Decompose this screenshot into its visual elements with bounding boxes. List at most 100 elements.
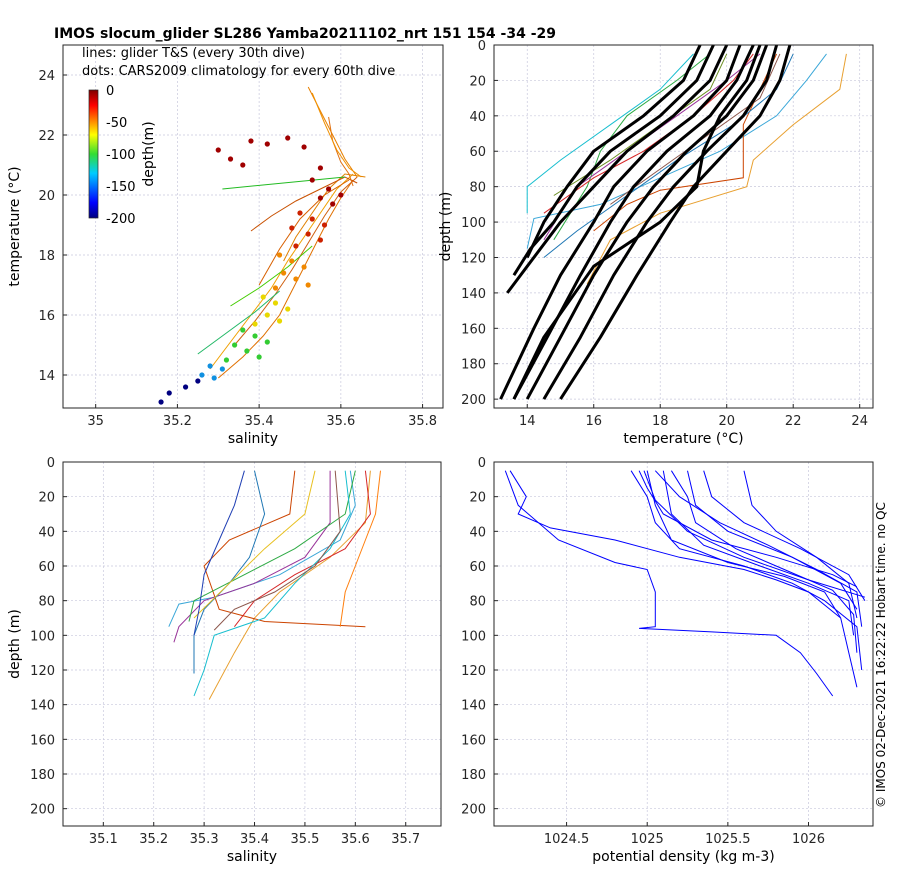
y-tick-label: 180 (461, 768, 486, 783)
climatology-dot (195, 378, 201, 384)
y-tick-label: 40 (469, 525, 486, 540)
colorbar-tick-label: -50 (106, 116, 127, 131)
y-tick-label: 160 (30, 733, 55, 748)
y-tick-label: 160 (461, 733, 486, 748)
climatology-dot (158, 399, 164, 405)
colorbar-label: depth(m) (141, 121, 157, 186)
climatology-dot (293, 276, 299, 282)
x-tick-label: 35.6 (341, 832, 370, 847)
y-tick-label: 100 (30, 629, 55, 644)
x-tick-label: 18 (652, 414, 669, 429)
y-tick-label: 180 (30, 768, 55, 783)
climatology-dot (272, 300, 279, 306)
glider-temp-line (553, 53, 711, 241)
climatology-temp-line (559, 44, 792, 400)
x-tick-label: 16 (585, 414, 602, 429)
ts-line-series (222, 176, 345, 190)
climatology-temp-line (512, 44, 715, 276)
climatology-temp-line (512, 44, 762, 400)
density-line (670, 470, 858, 653)
climatology-dot (227, 156, 234, 162)
colorbar-tick-label: -100 (106, 148, 136, 163)
y-tick-label: 14 (38, 369, 55, 384)
y-tick-label: 80 (469, 181, 486, 196)
climatology-dot (317, 237, 324, 243)
climatology-dot (289, 258, 295, 264)
climatology-dot (252, 321, 258, 327)
y-tick-label: 24 (38, 69, 55, 84)
climatology-dot (252, 333, 258, 339)
y-tick-label: 60 (38, 560, 55, 575)
density-line (638, 470, 858, 588)
data-layer (168, 470, 381, 700)
gridlines (494, 44, 873, 408)
panel-ts: lines: glider T&S (every 30th dive) dots:… (7, 44, 444, 447)
ts-line-series (311, 92, 362, 178)
density-line (654, 470, 863, 627)
x-tick-label: 20 (718, 414, 735, 429)
salinity-line (193, 470, 245, 636)
salinity-line (193, 470, 351, 697)
climatology-temp-line (499, 44, 742, 400)
climatology-dot (301, 264, 307, 270)
y-tick-label: 20 (469, 491, 486, 506)
gridlines (63, 45, 443, 408)
x-tick-label: 35.2 (139, 832, 168, 847)
x-tick-label: 24 (851, 414, 868, 429)
salinity-line (213, 470, 341, 631)
climatology-dot (223, 357, 230, 363)
x-tick-label: 1025 (631, 832, 664, 847)
x-axis-label: potential density (kg m-3) (592, 849, 774, 865)
x-tick-label: 35.1 (89, 832, 118, 847)
y-tick-label: 20 (38, 491, 55, 506)
x-axis-label: salinity (227, 849, 277, 865)
y-axis-label: temperature (°C) (7, 166, 23, 286)
x-tick-label: 35.7 (391, 832, 420, 847)
y-tick-label: 200 (461, 803, 486, 818)
colorbar-tick-label: -150 (106, 180, 136, 195)
y-tick-label: 120 (461, 251, 486, 266)
legend-note: lines: glider T&S (every 30th dive) (82, 46, 305, 61)
y-tick-label: 0 (478, 456, 486, 471)
x-tick-label: 35.4 (245, 414, 274, 429)
climatology-dot (297, 210, 303, 216)
density-line (643, 470, 866, 598)
salinity-line (234, 470, 371, 628)
salinity-line (193, 470, 316, 619)
climatology-dot (264, 339, 270, 345)
x-tick-label: 22 (785, 414, 802, 429)
gridlines (494, 461, 873, 826)
y-axis-label: depth (m) (7, 609, 23, 679)
climatology-temp-line (506, 44, 729, 294)
tick-labels: 14 16 18 20 22 24 0 20 40 60 80 100 120 140 160 180 200 (461, 39, 868, 429)
climatology-dot (260, 294, 266, 300)
climatology-dot (264, 141, 270, 147)
climatology-dot (289, 225, 295, 231)
ts-line-series (209, 173, 354, 370)
x-tick-label: 35.3 (190, 832, 219, 847)
x-tick-label: 1024.5 (544, 832, 590, 847)
y-tick-label: 40 (38, 525, 55, 540)
y-tick-label: 40 (469, 110, 486, 125)
climatology-dot (309, 177, 315, 183)
figure-title: IMOS slocum_glider SL286 Yamba20211102_n… (54, 26, 556, 42)
climatology-dot (305, 231, 311, 237)
y-tick-label: 16 (38, 309, 55, 324)
density-line (646, 470, 842, 619)
x-tick-label: 1025.5 (705, 832, 751, 847)
climatology-dot (215, 147, 221, 153)
climatology-temp-line (525, 44, 702, 259)
axes-frame (62, 461, 442, 827)
legend-note: dots: CARS2009 climatology for every 60t… (82, 64, 395, 79)
salinity-line (339, 470, 381, 627)
climatology-temp-line (525, 44, 769, 400)
climatology-dot (276, 252, 283, 258)
y-tick-label: 100 (461, 629, 486, 644)
y-tick-label: 180 (461, 358, 486, 373)
y-tick-label: 60 (469, 560, 486, 575)
y-tick-label: 22 (38, 129, 55, 144)
y-tick-label: 140 (461, 287, 486, 302)
climatology-dot (276, 318, 283, 324)
climatology-dot (199, 372, 205, 378)
y-tick-label: 120 (30, 664, 55, 679)
